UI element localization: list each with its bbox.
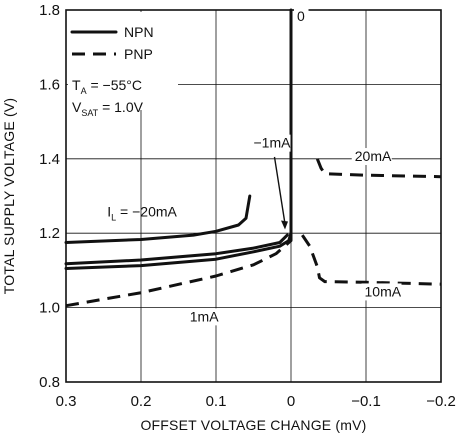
series-layer (64, 8, 442, 308)
x-tick-label: −0.1 (351, 393, 381, 410)
pnp-curve-6 (315, 158, 442, 179)
legend-label-npn: NPN (124, 24, 154, 40)
pnp-curve-5 (301, 234, 442, 286)
annotation-arrow (273, 156, 286, 225)
annotation-background (351, 148, 392, 166)
x-tick-label: 0.2 (131, 393, 152, 410)
annotation-background (250, 134, 291, 152)
condition-vsat: VSAT = 1.0V (72, 99, 144, 118)
x-tick-label: 0.3 (56, 393, 77, 410)
legend-label-pnp: PNP (124, 46, 153, 62)
x-tick-label: 0 (287, 393, 295, 410)
load-current-label: IL = −20mA (107, 203, 177, 222)
annotation-label: 1mA (190, 308, 219, 324)
legend: NPN PNP TA = −55°C VSAT = 1.0V (68, 12, 178, 118)
y-tick-label: 1.2 (39, 225, 60, 242)
y-axis-label: TOTAL SUPPLY VOLTAGE (V) (1, 98, 17, 294)
y-tick-label: 1.6 (39, 76, 60, 93)
x-tick-label: −0.2 (426, 393, 456, 410)
pnp-curve-4 (65, 229, 293, 308)
plot-frame (65, 9, 442, 383)
annotation-label: −1mA (254, 135, 292, 151)
npn-curve-1 (64, 194, 252, 244)
annotations: 0 −1mA 20mA 10mA 1mA IL = −20mA (107, 8, 402, 326)
tick-labels: 0.3 0.2 0.1 0 −0.1 −0.2 0.8 1.0 1.2 1.4 1.6 1.8 (39, 2, 456, 410)
legend-background (68, 12, 178, 110)
annotation-label: 20mA (355, 148, 392, 164)
y-tick-label: 1.8 (39, 2, 60, 19)
x-tick-label: 0.1 (206, 393, 227, 410)
annotation-arrowhead (281, 220, 288, 230)
y-tick-label: 1.4 (39, 151, 60, 168)
annotation-label: 0 (297, 8, 305, 24)
annotation-label: 10mA (365, 283, 402, 299)
condition-temperature: TA = −55°C (72, 77, 142, 96)
npn-curve-2 (64, 233, 289, 266)
y-tick-label: 0.8 (39, 374, 60, 391)
x-axis-label: OFFSET VOLTAGE CHANGE (mV) (140, 417, 366, 433)
annotation-background (361, 283, 402, 301)
y-tick-label: 1.0 (39, 300, 60, 317)
annotation-background (186, 308, 219, 326)
annotation-background (294, 8, 309, 26)
